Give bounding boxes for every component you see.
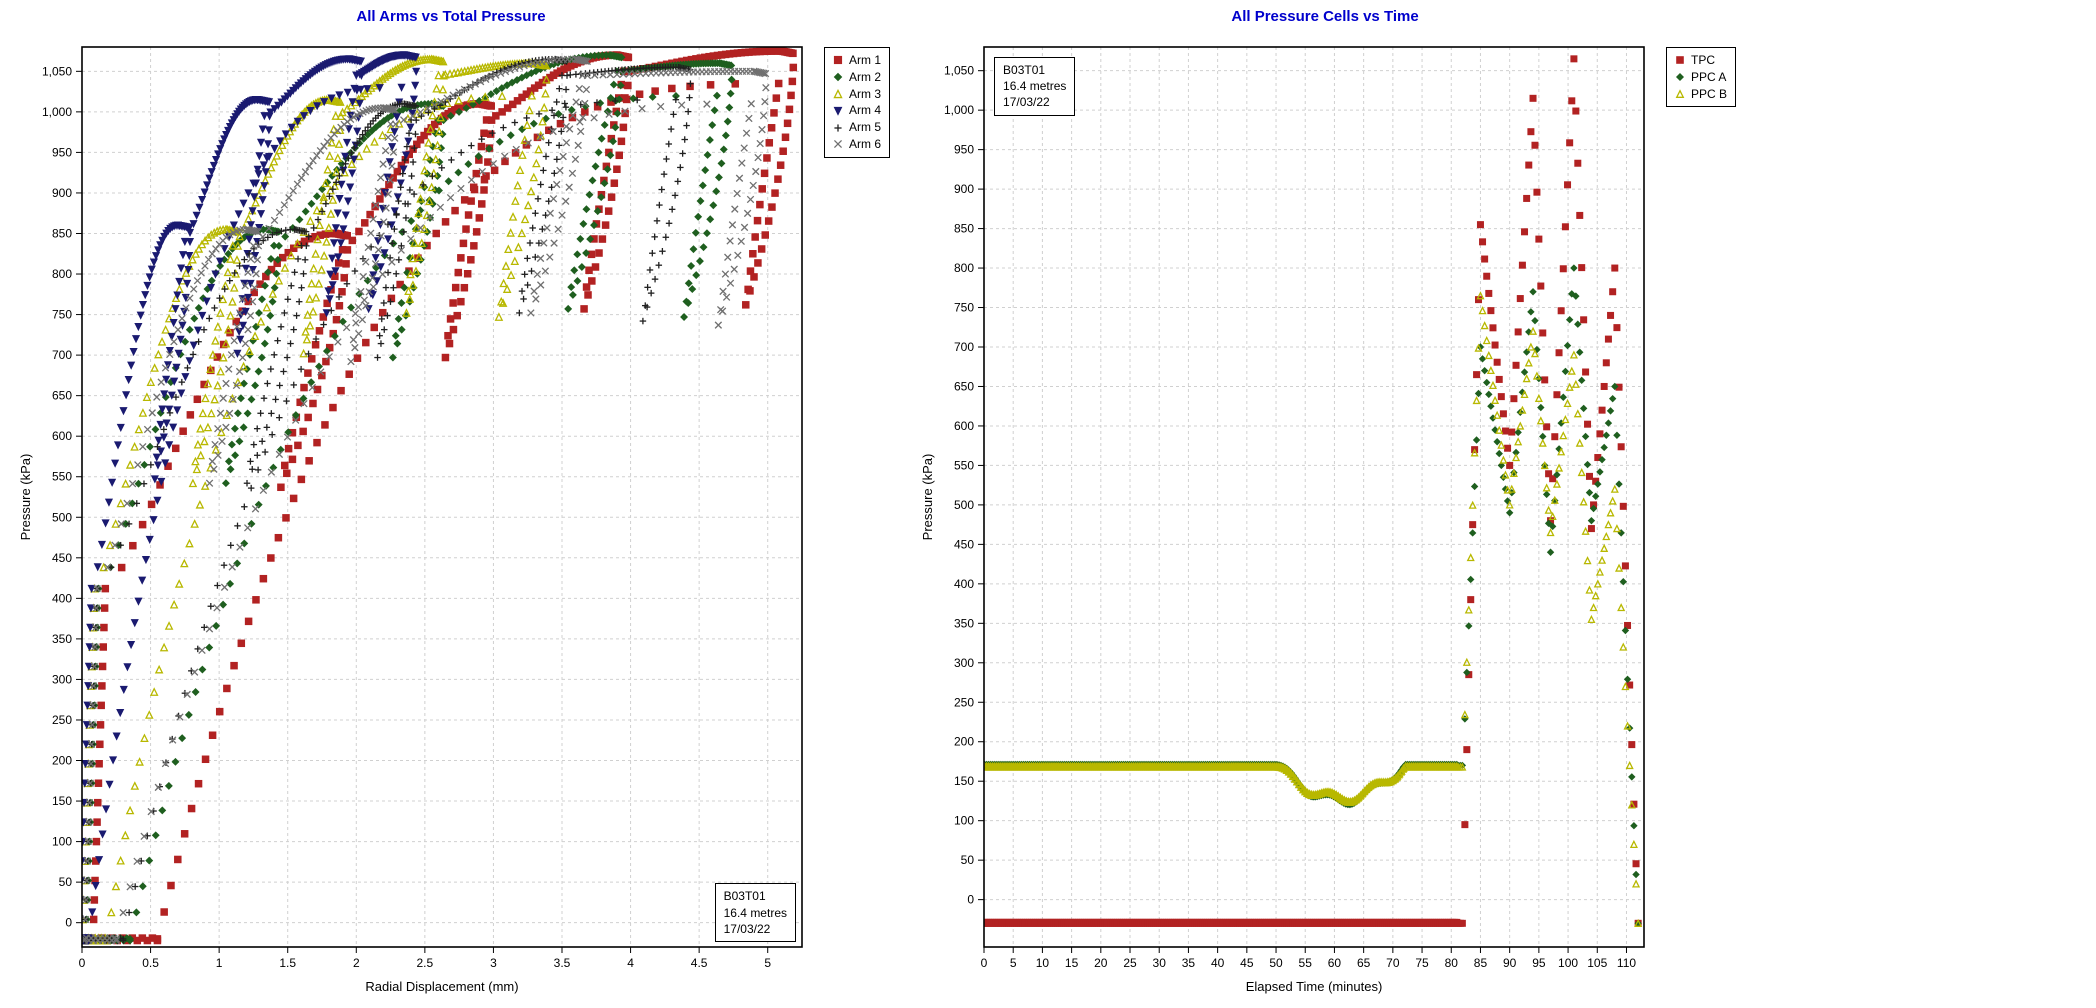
legend-label: Arm 1 <box>849 52 881 69</box>
legend-label: Arm 2 <box>849 69 881 86</box>
legend-item: Arm 3 <box>831 86 881 103</box>
svg-text:400: 400 <box>52 591 72 605</box>
right-info-box: B03T0116.4 metres17/03/22 <box>994 57 1075 116</box>
svg-text:900: 900 <box>52 186 72 200</box>
info-line: B03T01 <box>1003 62 1066 78</box>
svg-text:Radial Displacement (mm): Radial Displacement (mm) <box>365 979 518 994</box>
legend-item: TPC <box>1673 52 1727 69</box>
legend-label: TPC <box>1691 52 1715 69</box>
left-chart-title: All Arms vs Total Pressure <box>356 8 545 25</box>
svg-text:250: 250 <box>52 713 72 727</box>
svg-text:4: 4 <box>627 956 634 970</box>
legend-item: Arm 6 <box>831 136 881 153</box>
svg-text:150: 150 <box>52 794 72 808</box>
right-chart: 0510152025303540455055606570758085909510… <box>914 29 1658 1003</box>
svg-text:1.5: 1.5 <box>279 956 296 970</box>
left-info-box: B03T0116.4 metres17/03/22 <box>715 883 796 942</box>
info-line: B03T01 <box>724 888 787 904</box>
svg-text:200: 200 <box>52 754 72 768</box>
svg-text:550: 550 <box>52 470 72 484</box>
legend-label: PPC B <box>1691 86 1727 103</box>
right-chart-title: All Pressure Cells vs Time <box>1231 8 1418 25</box>
left-legend: Arm 1Arm 2Arm 3Arm 4Arm 5Arm 6 <box>824 47 890 158</box>
svg-text:3: 3 <box>490 956 497 970</box>
svg-text:500: 500 <box>52 510 72 524</box>
svg-text:100: 100 <box>52 835 72 849</box>
svg-text:2.5: 2.5 <box>417 956 434 970</box>
legend-label: PPC A <box>1691 69 1726 86</box>
svg-text:700: 700 <box>52 348 72 362</box>
legend-item: Arm 1 <box>831 52 881 69</box>
svg-text:5: 5 <box>764 956 771 970</box>
svg-text:300: 300 <box>52 672 72 686</box>
left-chart: 00.511.522.533.544.550501001502002503003… <box>12 29 816 1003</box>
legend-label: Arm 3 <box>849 86 881 103</box>
legend-item: PPC B <box>1673 86 1727 103</box>
svg-text:800: 800 <box>52 267 72 281</box>
svg-text:0.5: 0.5 <box>142 956 159 970</box>
legend-label: Arm 6 <box>849 136 881 153</box>
svg-text:0: 0 <box>65 916 72 930</box>
svg-text:3.5: 3.5 <box>554 956 571 970</box>
info-line: 16.4 metres <box>724 905 787 921</box>
svg-text:2: 2 <box>353 956 360 970</box>
svg-text:950: 950 <box>52 145 72 159</box>
right-legend: TPCPPC APPC B <box>1666 47 1736 107</box>
svg-text:0: 0 <box>79 956 86 970</box>
legend-item: Arm 5 <box>831 119 881 136</box>
svg-text:600: 600 <box>52 429 72 443</box>
legend-label: Arm 5 <box>849 119 881 136</box>
svg-text:350: 350 <box>52 632 72 646</box>
info-line: 17/03/22 <box>1003 94 1066 110</box>
svg-text:850: 850 <box>52 226 72 240</box>
svg-text:4.5: 4.5 <box>691 956 708 970</box>
legend-label: Arm 4 <box>849 102 881 119</box>
info-line: 17/03/22 <box>724 921 787 937</box>
svg-text:1,050: 1,050 <box>42 64 72 78</box>
svg-text:50: 50 <box>59 875 73 889</box>
svg-text:Pressure (kPa): Pressure (kPa) <box>18 454 33 541</box>
info-line: 16.4 metres <box>1003 78 1066 94</box>
svg-text:750: 750 <box>52 308 72 322</box>
legend-item: Arm 2 <box>831 69 881 86</box>
svg-text:450: 450 <box>52 551 72 565</box>
legend-item: Arm 4 <box>831 102 881 119</box>
svg-text:1,000: 1,000 <box>42 105 72 119</box>
svg-text:650: 650 <box>52 389 72 403</box>
legend-item: PPC A <box>1673 69 1727 86</box>
svg-text:1: 1 <box>216 956 223 970</box>
